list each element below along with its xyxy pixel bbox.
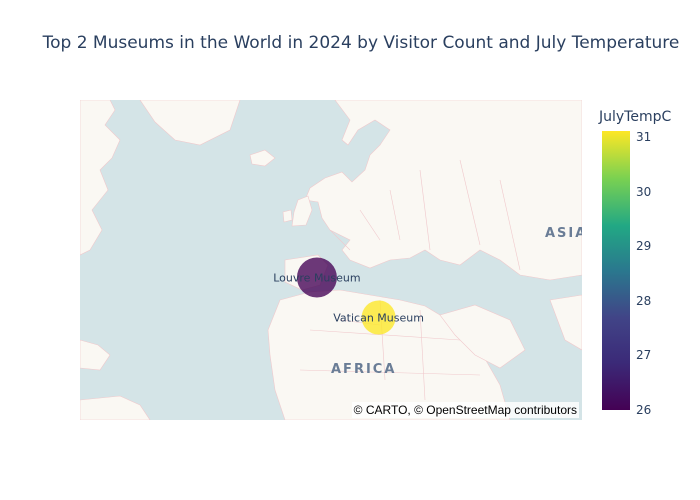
colorbar-title: JulyTempC	[599, 109, 672, 125]
chart-title: Top 2 Museums in the World in 2024 by Vi…	[42, 33, 680, 53]
ireland-landmass	[282, 209, 293, 223]
south-america-landmass	[80, 395, 151, 420]
arabia-landmass	[439, 304, 526, 369]
eurasia-landmass	[304, 100, 582, 281]
colorbar-tick-label: 31	[636, 130, 652, 144]
north-america-landmass	[80, 100, 121, 256]
greenland-landmass	[139, 100, 241, 146]
colorbar-tick-label: 26	[636, 403, 652, 417]
iceland-landmass	[249, 149, 276, 167]
map-attribution[interactable]: © CARTO, © OpenStreetMap contributors	[351, 402, 579, 418]
great-britain-landmass	[291, 195, 313, 227]
museum-label: Louvre Museum	[273, 272, 360, 285]
india-landmass	[549, 294, 582, 351]
museum-marker[interactable]	[296, 257, 337, 298]
colorbar-tick-label: 27	[636, 348, 652, 363]
colorbar-tick-label: 30	[636, 184, 652, 199]
museum-marker[interactable]	[361, 300, 396, 335]
museum-markers: Louvre Museum Vatican Museum	[273, 257, 424, 335]
colorbar	[602, 131, 630, 410]
region-label-africa: AFRICA	[331, 362, 397, 377]
museum-label: Vatican Museum	[333, 311, 424, 324]
colorbar-tick-label: 29	[636, 239, 652, 254]
caribbean-landmass	[80, 339, 111, 371]
colorbar-tick-label: 28	[636, 293, 652, 308]
